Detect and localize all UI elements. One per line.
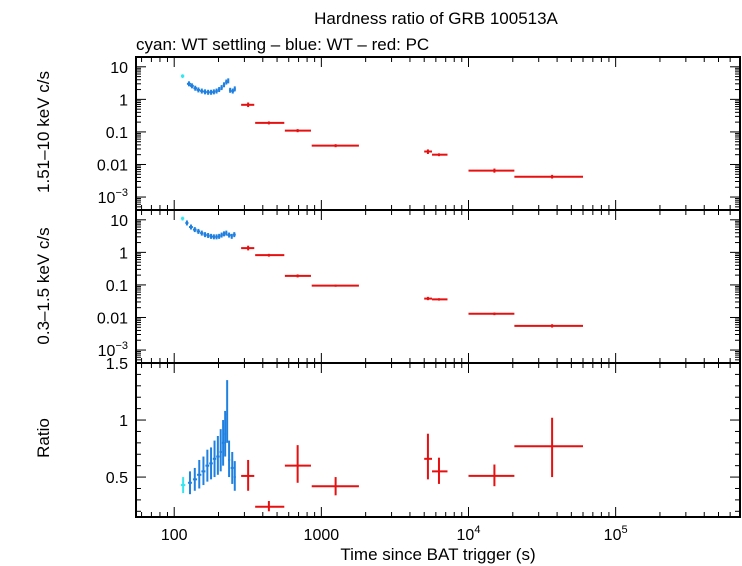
y-tick-label-ratio: 0.5 — [106, 470, 128, 487]
panel-ratio — [135, 362, 741, 518]
series-blue-soft — [185, 220, 236, 240]
series-red-soft — [241, 245, 584, 328]
y-tick-label-hard: 0.1 — [106, 125, 128, 142]
series-red-hard — [241, 102, 584, 179]
y-tick-label-hard: 10−3 — [98, 187, 128, 207]
y-tick-label-soft: 1 — [119, 245, 128, 262]
x-axis-label: Time since BAT trigger (s) — [340, 545, 535, 564]
x-tick-label: 105 — [604, 524, 628, 544]
panel-hard — [135, 56, 741, 211]
y-axis-label-ratio: Ratio — [34, 418, 53, 458]
series-blue-hard — [186, 78, 236, 95]
y-tick-label-soft: 0.1 — [106, 278, 128, 295]
y-tick-label-hard: 10 — [110, 60, 128, 77]
series-red-ratio — [241, 417, 584, 512]
y-axis-label-hard: 1.51–10 keV c/s — [34, 71, 53, 193]
x-tick-label: 1000 — [304, 527, 340, 544]
y-tick-label-ratio: 1 — [119, 413, 128, 430]
series-cyan-hard — [180, 74, 185, 79]
y-tick-label-hard: 0.01 — [97, 157, 128, 174]
y-tick-label-hard: 1 — [119, 92, 128, 109]
panel-soft — [135, 209, 741, 364]
series-cyan-ratio — [180, 477, 186, 494]
x-tick-label: 104 — [457, 524, 481, 544]
series-blue-ratio — [187, 380, 236, 495]
y-tick-label-soft: 0.01 — [97, 310, 128, 327]
y-tick-label-soft: 10 — [110, 213, 128, 230]
y-tick-label-ratio: 1.5 — [106, 356, 128, 373]
series-cyan-soft — [180, 216, 185, 221]
chart-subtitle: cyan: WT settling – blue: WT – red: PC — [136, 35, 429, 54]
panel-frame-ratio — [135, 362, 741, 518]
y-axis-label-soft: 0.3–1.5 keV c/s — [34, 227, 53, 344]
x-tick-label: 100 — [161, 527, 188, 544]
chart-title: Hardness ratio of GRB 100513A — [314, 9, 558, 28]
